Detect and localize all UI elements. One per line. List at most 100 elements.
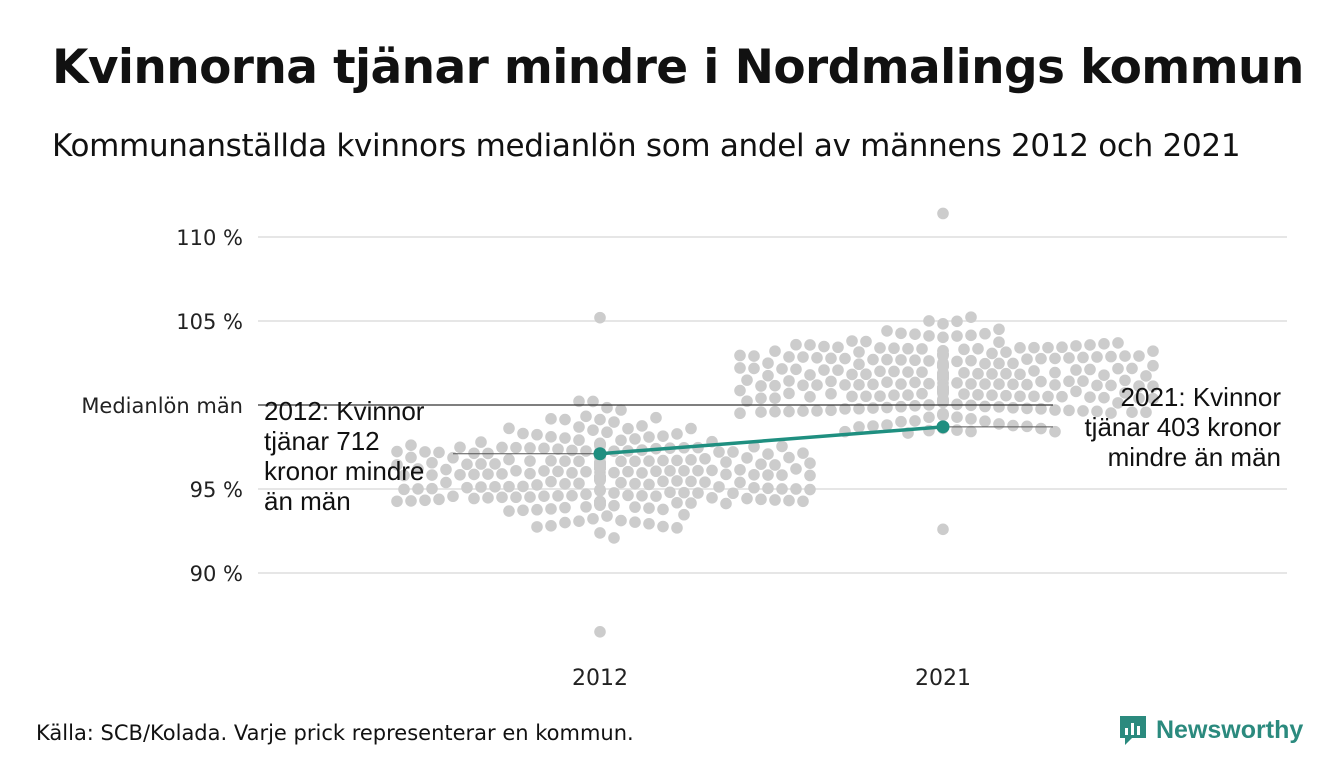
data-point: [818, 364, 830, 376]
data-point: [1133, 392, 1145, 405]
data-point: [923, 330, 935, 342]
data-point: [937, 396, 949, 409]
data-point: [566, 489, 578, 502]
data-point: [951, 330, 963, 342]
data-point: [608, 466, 620, 479]
data-point: [902, 366, 914, 378]
data-point: [1056, 341, 1068, 354]
data-point: [1007, 378, 1019, 391]
data-point: [993, 418, 1005, 430]
data-point: [608, 487, 620, 499]
data-point: [594, 311, 606, 324]
data-point: [1077, 375, 1089, 387]
data-point: [797, 351, 809, 363]
data-point: [923, 411, 935, 424]
data-point: [916, 343, 928, 355]
data-point: [1091, 405, 1103, 418]
data-point: [846, 335, 858, 347]
data-point: [1035, 422, 1047, 435]
data-point: [839, 352, 851, 365]
data-point: [706, 464, 718, 477]
data-point: [405, 451, 417, 464]
data-point: [1049, 352, 1061, 365]
data-point: [986, 347, 998, 360]
data-point: [734, 362, 746, 374]
data-point: [741, 374, 753, 386]
data-point: [517, 504, 529, 517]
data-point: [1028, 365, 1040, 377]
data-point: [1105, 350, 1117, 363]
data-point: [664, 486, 676, 499]
data-point: [573, 455, 585, 468]
data-point: [629, 501, 641, 513]
data-point: [412, 463, 424, 475]
data-point: [552, 443, 564, 455]
data-point: [979, 378, 991, 390]
data-point: [881, 401, 893, 414]
data-point: [895, 354, 907, 366]
data-point: [412, 483, 424, 495]
data-point: [601, 401, 613, 414]
annotation-2021: 2021: Kvinnor tjänar 403 kronor mindre ä…: [1040, 382, 1281, 472]
data-point: [909, 415, 921, 427]
data-point: [524, 491, 536, 503]
data-point: [1035, 375, 1047, 388]
data-point: [790, 483, 802, 495]
data-point: [671, 454, 683, 467]
data-point: [524, 455, 536, 467]
data-point: [559, 413, 571, 426]
data-point: [1056, 390, 1068, 403]
data-point: [1119, 374, 1131, 387]
data-point: [503, 505, 515, 517]
data-point: [594, 413, 606, 426]
data-point: [951, 315, 963, 328]
data-point: [559, 432, 571, 444]
data-point: [1014, 390, 1026, 403]
data-point: [993, 401, 1005, 413]
data-point: [860, 368, 872, 381]
data-point: [965, 413, 977, 425]
data-point: [853, 358, 865, 371]
data-point: [657, 454, 669, 467]
data-point: [580, 488, 592, 501]
data-point: [594, 499, 606, 511]
data-point: [1070, 364, 1082, 376]
data-point: [608, 499, 620, 512]
data-point: [1084, 339, 1096, 351]
data-point: [783, 494, 795, 507]
data-point: [503, 480, 515, 493]
data-point: [636, 489, 648, 502]
data-point: [615, 455, 627, 468]
data-point: [678, 486, 690, 499]
data-point: [398, 483, 410, 496]
data-point: [797, 405, 809, 417]
data-point: [391, 495, 403, 508]
data-point: [559, 455, 571, 467]
data-point: [566, 467, 578, 479]
data-point: [685, 454, 697, 466]
highlight-point-2021: [936, 420, 950, 434]
data-point: [965, 329, 977, 342]
data-point: [482, 468, 494, 480]
data-point: [818, 340, 830, 353]
data-point: [762, 448, 774, 460]
data-point: [461, 481, 473, 494]
data-point: [440, 463, 452, 476]
data-point: [909, 354, 921, 367]
data-point: [468, 468, 480, 481]
data-point: [748, 362, 760, 375]
data-point: [398, 469, 410, 482]
data-point: [559, 478, 571, 490]
data-point: [699, 452, 711, 465]
data-point: [1070, 340, 1082, 352]
data-point: [1077, 351, 1089, 364]
data-point: [524, 442, 536, 454]
brand-logo[interactable]: Newsworthy: [1118, 714, 1303, 746]
data-point: [783, 375, 795, 387]
data-point: [965, 354, 977, 367]
data-point: [832, 341, 844, 354]
data-point: [1035, 403, 1047, 415]
data-point: [1035, 352, 1047, 365]
data-point: [1021, 378, 1033, 391]
data-point: [937, 345, 949, 357]
